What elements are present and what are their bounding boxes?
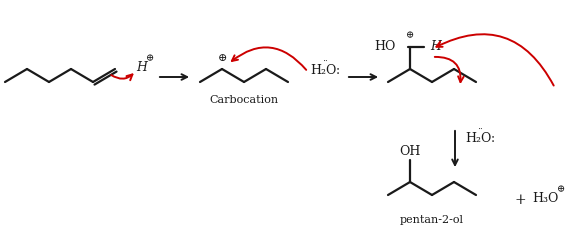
Text: HO: HO bbox=[374, 40, 396, 53]
Text: H: H bbox=[137, 61, 147, 74]
Text: H₂O: H₂O bbox=[310, 63, 336, 76]
Text: ⊕: ⊕ bbox=[557, 185, 565, 195]
Text: Carbocation: Carbocation bbox=[210, 95, 279, 105]
Text: OH: OH bbox=[399, 145, 420, 158]
Text: ⊕: ⊕ bbox=[406, 32, 414, 40]
Text: ¨: ¨ bbox=[476, 128, 482, 137]
Text: :: : bbox=[336, 63, 340, 76]
Text: H₂O: H₂O bbox=[465, 132, 491, 145]
Text: H₃O: H₃O bbox=[532, 192, 558, 205]
Text: pentan-2-ol: pentan-2-ol bbox=[400, 215, 464, 225]
Text: :: : bbox=[491, 132, 495, 145]
Text: ⊕: ⊕ bbox=[217, 53, 227, 63]
Text: ⊕: ⊕ bbox=[146, 54, 154, 63]
Text: +: + bbox=[514, 193, 526, 207]
Text: H: H bbox=[430, 40, 441, 53]
Text: ¨: ¨ bbox=[321, 61, 327, 70]
